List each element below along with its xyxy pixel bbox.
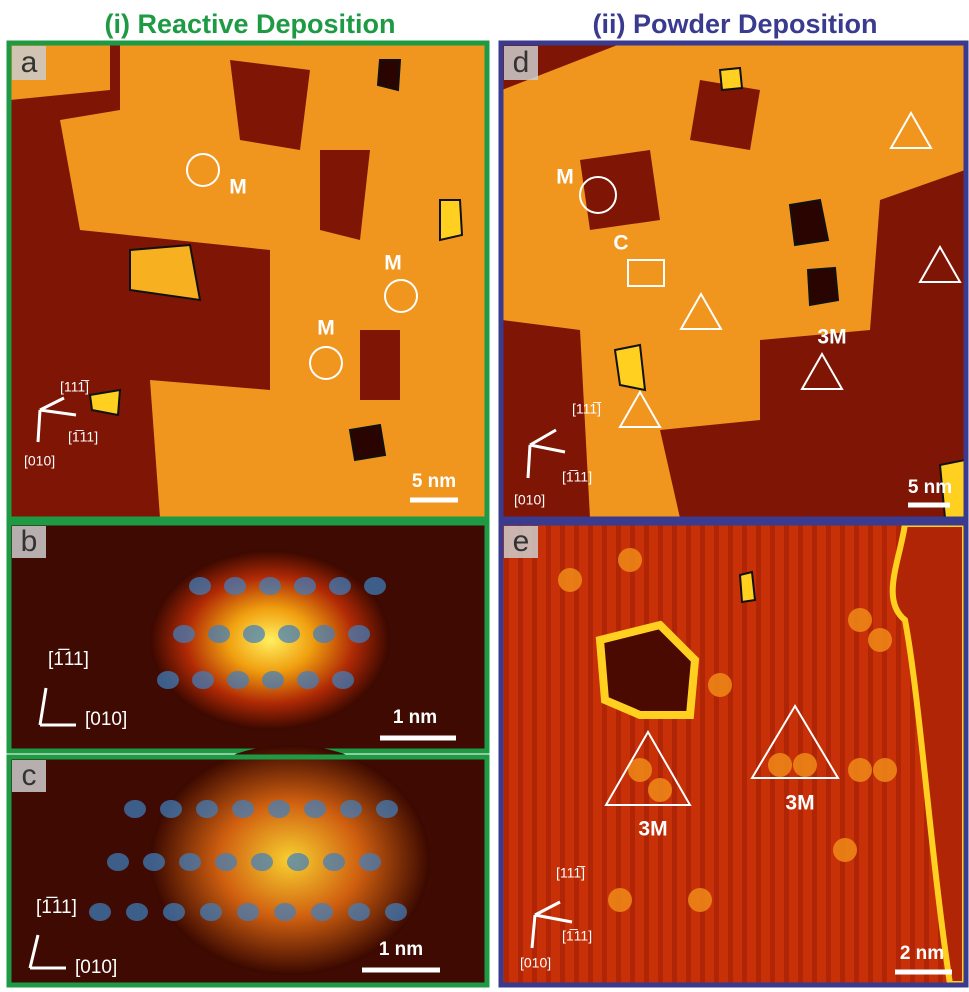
figure: (i) Reactive Deposition (ii) Powder Depo… [0, 0, 969, 992]
stm-image [502, 44, 965, 518]
direction-label: [010] [514, 492, 545, 508]
annotation: 3M [785, 792, 814, 815]
annotation: M [317, 317, 335, 340]
annotation: 3M [638, 818, 667, 841]
panel-label: c [22, 759, 37, 792]
direction-label: [111̅] [572, 401, 602, 417]
direction-label: [1̅11] [36, 897, 77, 918]
panel-label: d [513, 46, 530, 79]
direction-label: [1̅11] [68, 429, 98, 445]
scale-bar-label: 2 nm [900, 943, 944, 964]
direction-label: [1̅11] [48, 649, 89, 670]
direction-label: [1̅11] [562, 928, 592, 944]
direction-label: [010] [520, 955, 551, 971]
direction-label: [010] [75, 957, 117, 978]
annotation: C [613, 232, 628, 255]
direction-label: [010] [85, 709, 127, 730]
annotation: M [556, 166, 574, 189]
direction-label: [010] [24, 453, 55, 469]
panel-label: b [21, 525, 38, 558]
scale-bar-label: 1 nm [393, 707, 437, 728]
scale-bar-label: 1 nm [379, 939, 423, 960]
annotation: M [384, 252, 402, 275]
direction-label: [111̅] [556, 865, 586, 881]
column-title: (ii) Powder Deposition [592, 9, 877, 39]
direction-label: [1̅11] [562, 469, 592, 485]
direction-label: [111̅] [60, 379, 90, 395]
column-title: (i) Reactive Deposition [104, 9, 395, 39]
scale-bar-label: 5 nm [412, 471, 456, 492]
annotation: 3M [817, 326, 846, 349]
panel-label: a [21, 46, 38, 79]
stm-image [10, 44, 486, 518]
annotation: M [229, 176, 247, 199]
panel-label: e [513, 525, 530, 558]
scale-bar-label: 5 nm [908, 477, 952, 498]
